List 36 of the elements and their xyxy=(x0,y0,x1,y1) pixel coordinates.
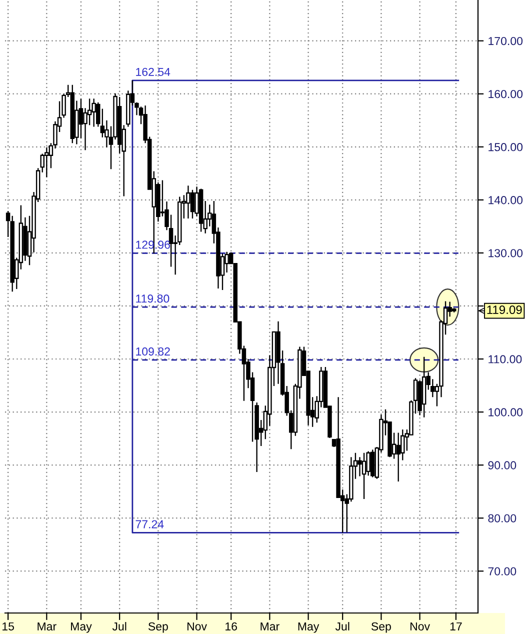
annotation: 77.24 xyxy=(136,520,164,528)
text: 119.09 xyxy=(487,305,522,314)
candlestick xyxy=(186,185,190,220)
x-tick-label: May xyxy=(298,622,320,633)
x-tick-label: 16 xyxy=(226,622,237,630)
candlestick xyxy=(70,84,75,144)
y-tick-label: 160.00 xyxy=(488,90,523,98)
x-tick-label: 17 xyxy=(450,622,462,630)
x-tick-label: 15 xyxy=(2,622,14,630)
x-tick-label: Nov xyxy=(187,622,207,630)
candlestick xyxy=(190,189,195,220)
candlestick xyxy=(362,452,366,500)
y-tick-label: 80.00 xyxy=(488,514,516,522)
candlestick xyxy=(370,449,375,478)
x-tick-label: Sep xyxy=(371,622,391,633)
y-tick-label: 130.00 xyxy=(488,249,523,258)
x-tick-label: Sep xyxy=(148,622,168,633)
y-tick-label: 90.00 xyxy=(488,461,516,470)
candlestick xyxy=(198,188,204,232)
x-tick-label: May xyxy=(71,622,92,633)
x-tick-label: Jul xyxy=(112,622,126,630)
annotation: 162.54 xyxy=(136,68,170,76)
candlestick xyxy=(44,146,49,178)
annotation: 109.82 xyxy=(136,347,170,356)
x-tick-label: Mar xyxy=(38,622,56,630)
x-tick-label: Mar xyxy=(260,622,280,630)
y-tick-label: 170.00 xyxy=(488,36,523,46)
annotation: 119.80 xyxy=(136,294,170,303)
y-tick-label: 70.00 xyxy=(488,567,516,576)
y-tick-label: 110.00 xyxy=(488,355,522,364)
y-tick-label: 100.00 xyxy=(488,408,523,416)
x-tick-label: Nov xyxy=(410,622,430,630)
y-tick-label: 140.00 xyxy=(488,196,523,204)
x-tick-label: Jul xyxy=(335,622,350,630)
candlestick xyxy=(422,356,426,418)
y-tick-label: 150.00 xyxy=(488,143,523,152)
